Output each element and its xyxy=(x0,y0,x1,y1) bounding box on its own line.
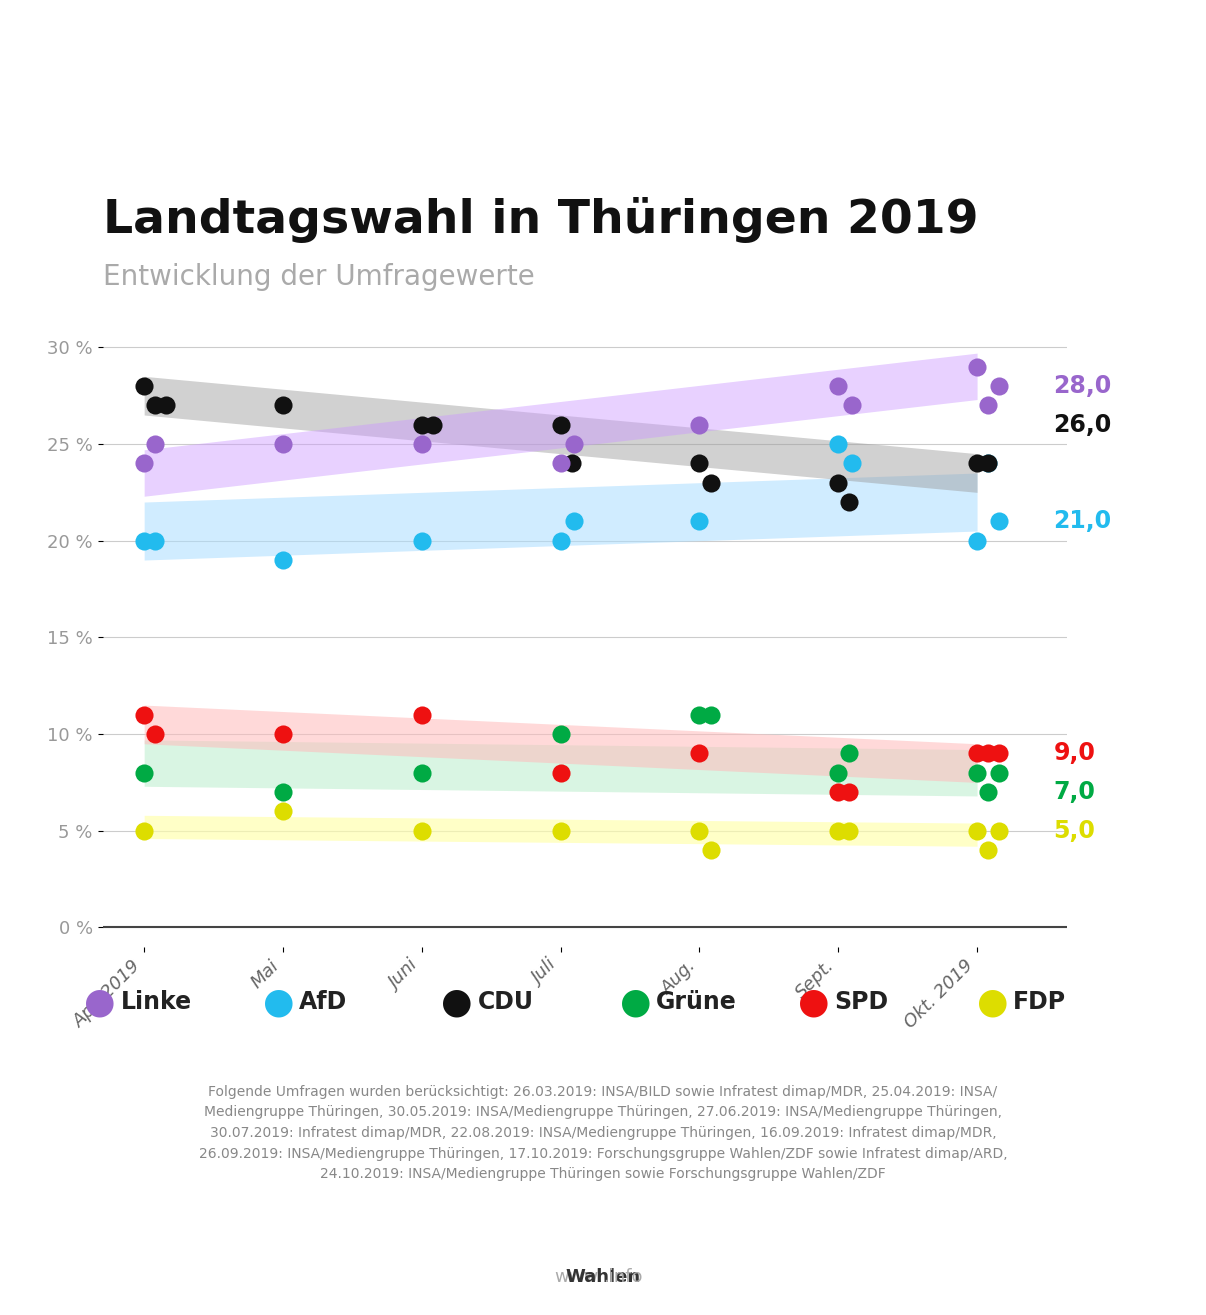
Point xyxy=(274,394,293,416)
Text: www.: www. xyxy=(555,1268,603,1286)
Point xyxy=(967,356,987,377)
Point xyxy=(990,376,1009,397)
Text: Grüne: Grüne xyxy=(656,990,737,1014)
Text: Entwicklung der Umfragewerte: Entwicklung der Umfragewerte xyxy=(103,263,534,291)
Point xyxy=(690,821,709,842)
Point xyxy=(967,743,987,764)
Point xyxy=(135,821,154,842)
Text: 7,0: 7,0 xyxy=(1053,780,1095,803)
Text: Landtagswahl in Thüringen 2019: Landtagswahl in Thüringen 2019 xyxy=(103,197,978,243)
Point xyxy=(135,376,154,397)
Text: ●: ● xyxy=(441,985,473,1019)
Point xyxy=(135,530,154,551)
Point xyxy=(839,743,859,764)
Point xyxy=(990,510,1009,531)
Text: 9,0: 9,0 xyxy=(1053,742,1095,765)
Point xyxy=(978,452,997,473)
Point xyxy=(978,743,997,764)
Point xyxy=(157,394,176,416)
Point xyxy=(967,821,987,842)
Point xyxy=(967,530,987,551)
Text: 21,0: 21,0 xyxy=(1053,509,1112,534)
Text: ●: ● xyxy=(84,985,116,1019)
Point xyxy=(690,705,709,726)
Text: 5,0: 5,0 xyxy=(1053,819,1095,843)
Point xyxy=(135,452,154,473)
Point xyxy=(135,705,154,726)
Point xyxy=(412,763,432,784)
Point xyxy=(274,434,293,455)
Point xyxy=(967,763,987,784)
Text: 28,0: 28,0 xyxy=(1053,373,1112,398)
Point xyxy=(274,550,293,571)
Point xyxy=(843,394,862,416)
Point xyxy=(701,472,720,493)
Text: Wahlen: Wahlen xyxy=(566,1268,640,1286)
Text: ●: ● xyxy=(798,985,830,1019)
Point xyxy=(412,705,432,726)
Text: .info: .info xyxy=(603,1268,643,1286)
Point xyxy=(551,530,570,551)
Text: SPD: SPD xyxy=(835,990,889,1014)
Point xyxy=(412,414,432,435)
Point xyxy=(843,452,862,473)
Point xyxy=(990,763,1009,784)
Text: 26,0: 26,0 xyxy=(1053,413,1112,437)
Text: ●: ● xyxy=(620,985,651,1019)
Point xyxy=(274,801,293,822)
Point xyxy=(690,743,709,764)
Text: CDU: CDU xyxy=(478,990,533,1014)
Point xyxy=(829,781,848,802)
Point xyxy=(551,821,570,842)
Point xyxy=(829,376,848,397)
Point xyxy=(990,743,1009,764)
Point xyxy=(551,763,570,784)
Point xyxy=(839,821,859,842)
Point xyxy=(135,763,154,784)
Point xyxy=(978,452,997,473)
Point xyxy=(551,723,570,744)
Point xyxy=(274,723,293,744)
Point xyxy=(978,839,997,860)
Point xyxy=(701,705,720,726)
Point xyxy=(829,472,848,493)
Text: FDP: FDP xyxy=(1013,990,1066,1014)
Text: ●: ● xyxy=(977,985,1008,1019)
Point xyxy=(412,821,432,842)
Point xyxy=(701,839,720,860)
Point xyxy=(551,414,570,435)
Point xyxy=(978,394,997,416)
Point xyxy=(839,781,859,802)
Point xyxy=(564,510,584,531)
Point xyxy=(690,510,709,531)
Point xyxy=(690,414,709,435)
Point xyxy=(146,434,165,455)
Text: AfD: AfD xyxy=(299,990,347,1014)
Point xyxy=(146,394,165,416)
Point xyxy=(829,763,848,784)
Point xyxy=(829,821,848,842)
Text: ●: ● xyxy=(263,985,294,1019)
Point xyxy=(839,492,859,513)
Point xyxy=(967,452,987,473)
Point xyxy=(274,781,293,802)
Text: Folgende Umfragen wurden berücksichtigt: 26.03.2019: INSA/BILD sowie Infratest d: Folgende Umfragen wurden berücksichtigt:… xyxy=(199,1085,1007,1181)
Point xyxy=(978,781,997,802)
Point xyxy=(412,434,432,455)
Point xyxy=(412,530,432,551)
Point xyxy=(829,434,848,455)
Point xyxy=(690,452,709,473)
Point xyxy=(146,530,165,551)
Point xyxy=(146,723,165,744)
Point xyxy=(564,434,584,455)
Point xyxy=(562,452,581,473)
Point xyxy=(990,821,1009,842)
Point xyxy=(551,452,570,473)
Text: Linke: Linke xyxy=(121,990,192,1014)
Point xyxy=(423,414,443,435)
